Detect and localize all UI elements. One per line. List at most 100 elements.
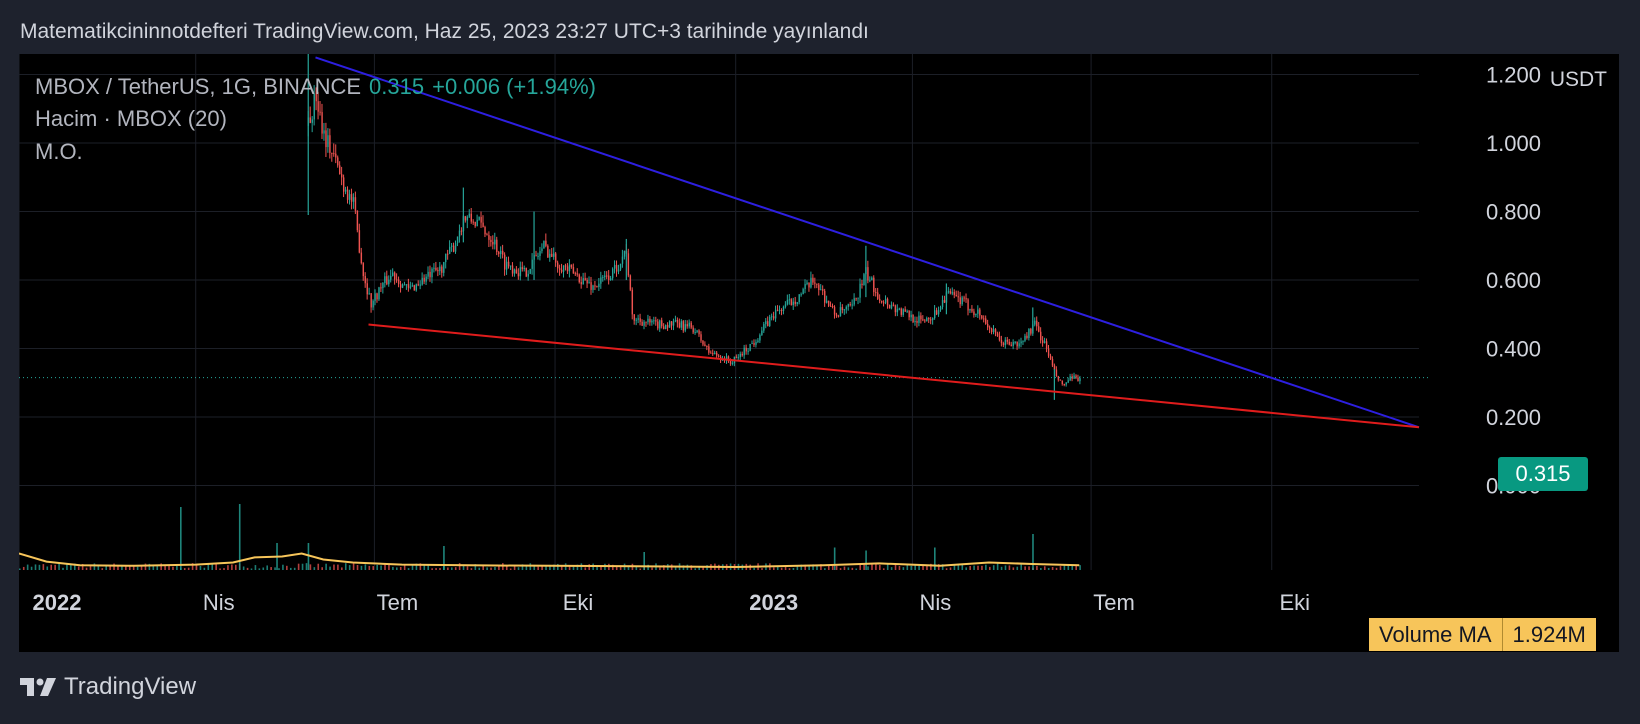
candlestick-chart[interactable]: 1.2001.0000.8000.6000.4000.2000.0002022N… (19, 54, 1619, 652)
candle-body (973, 311, 975, 315)
volume-bar (254, 565, 257, 570)
candle-body (1051, 358, 1054, 366)
volume-bar (560, 566, 563, 570)
candle-body (1022, 340, 1024, 342)
volume-bar (211, 563, 214, 570)
volume-bar (808, 565, 810, 570)
candle-body (435, 267, 437, 271)
candle-body (460, 230, 463, 232)
candle-body (737, 357, 740, 359)
candle-body (362, 263, 365, 277)
volume-bar (301, 563, 304, 570)
candle-body (772, 316, 775, 319)
volume-bar (183, 568, 186, 570)
candle-body (492, 241, 494, 245)
candle-body (826, 300, 828, 303)
volume-bar (867, 566, 869, 570)
candle-body (415, 284, 418, 291)
volume-bar (918, 564, 920, 570)
volume-bar (827, 565, 830, 570)
candle-body (433, 267, 435, 269)
volume-bar (902, 567, 905, 570)
candle-body (922, 319, 924, 321)
volume-bar (431, 568, 433, 570)
candle-body (450, 245, 453, 247)
chart-area[interactable]: 1.2001.0000.8000.6000.4000.2000.0002022N… (19, 54, 1619, 652)
volume-bar (521, 564, 524, 570)
candle-body (712, 353, 714, 355)
volume-bar (584, 567, 587, 570)
candle-body (873, 277, 875, 293)
candle-body (796, 302, 798, 304)
price-tick-label: 0.400 (1486, 337, 1541, 362)
volume-bar (1024, 566, 1026, 570)
candle-body (623, 250, 626, 257)
time-tick-label: Eki (1279, 590, 1310, 615)
volume-bar (855, 568, 858, 570)
volume-legend[interactable]: Hacim · MBOX (20) (35, 106, 227, 131)
candle-body (409, 286, 412, 288)
volume-bar (824, 568, 826, 570)
volume-spike-bar (833, 547, 836, 570)
volume-bar (199, 566, 202, 570)
candle-body (411, 285, 414, 287)
candle-body (1008, 341, 1011, 345)
volume-bar (926, 564, 928, 570)
candle-body (979, 309, 981, 316)
footer-brand[interactable]: TradingView (20, 673, 196, 701)
candle-body (472, 221, 474, 223)
candle-body (661, 320, 663, 327)
candle-body (776, 309, 779, 311)
symbol-label: MBOX / TetherUS, 1G, BINANCE (35, 74, 362, 99)
candle-body (580, 282, 582, 285)
candle-body (503, 254, 506, 270)
candle-body (800, 294, 802, 296)
price-change-label: +0.006 (+1.94%) (432, 74, 596, 99)
candle-body (564, 265, 567, 267)
time-tick-label: Nis (203, 590, 235, 615)
symbol-legend[interactable]: MBOX / TetherUS, 1G, BINANCE 0.315 +0.006 … (35, 74, 596, 100)
candle-body (802, 289, 804, 295)
candle-body (1077, 377, 1079, 382)
candle-body (914, 320, 916, 323)
candle-body (939, 307, 942, 311)
volume-bar (800, 564, 803, 570)
candle-body (1004, 339, 1007, 346)
candle-body (841, 307, 844, 310)
volume-bar (941, 564, 944, 570)
candle-body (880, 300, 883, 303)
volume-bar (871, 564, 873, 570)
candle-body (478, 217, 480, 220)
candle-body (988, 327, 991, 329)
candle-body (965, 298, 967, 300)
candle-body (342, 177, 345, 192)
volume-bar (26, 564, 29, 570)
volume-bar (113, 563, 115, 570)
candle-body (706, 345, 708, 347)
volume-bar (187, 567, 190, 570)
volume-bar (1040, 568, 1042, 570)
volume-bar (502, 563, 504, 570)
candle-body (1057, 376, 1060, 380)
volume-bar (62, 567, 64, 570)
candle-body (468, 213, 471, 217)
candle-body (898, 308, 901, 310)
candle-body (875, 292, 877, 294)
volume-bar (1071, 565, 1074, 570)
volume-bar (859, 563, 861, 570)
candle-body (313, 93, 315, 120)
volume-bar (360, 565, 363, 570)
candle-body (329, 135, 331, 153)
volume-bar (505, 566, 508, 570)
candle-body (955, 295, 958, 297)
volume-bar (403, 564, 406, 570)
volume-bar (317, 563, 320, 570)
volume-bar (89, 566, 92, 570)
volume-bar (851, 567, 854, 570)
volume-bar (910, 565, 913, 570)
current-price-tag: 0.315 (1498, 457, 1588, 491)
ma-legend[interactable]: M.O. (35, 139, 83, 164)
volume-bar (702, 567, 704, 570)
candle-body (594, 285, 596, 287)
candle-body (920, 315, 922, 320)
